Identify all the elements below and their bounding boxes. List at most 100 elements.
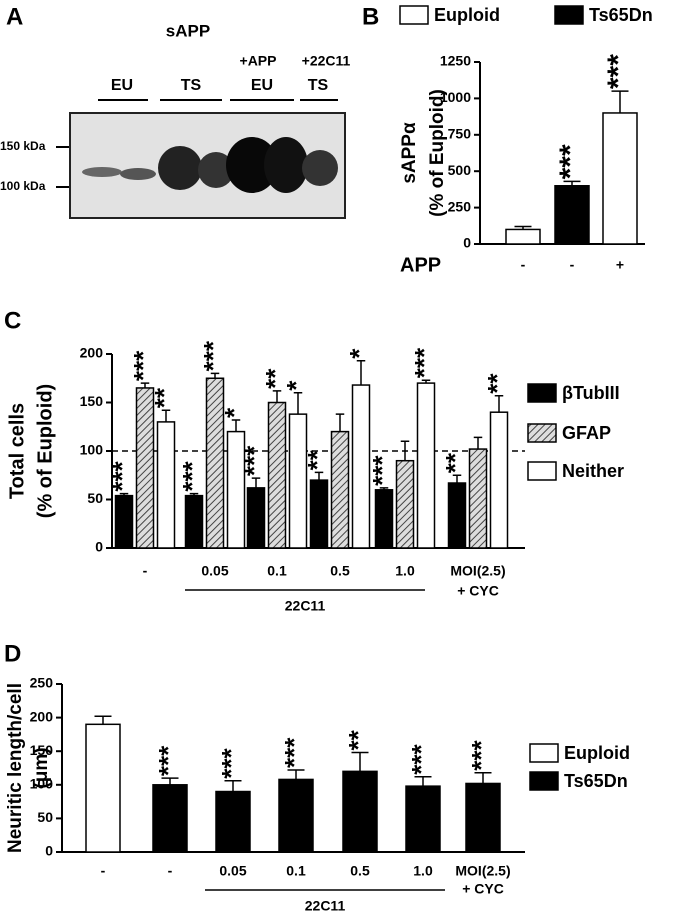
y-tick-label: 0 [463, 235, 471, 251]
bar [342, 770, 378, 853]
lane-label: EU [251, 77, 273, 94]
legend-swatch [529, 771, 559, 791]
x-tick-label: 1.0 [395, 563, 415, 579]
error-bar [414, 775, 432, 787]
legend-label: Euploid [564, 743, 630, 763]
y-tick-label: 500 [448, 162, 472, 178]
marker-label: 150 kDa [0, 139, 46, 153]
y-tick-label: 100 [30, 776, 54, 792]
chart-panel: B 0 250 500 750 1000 1250 sAPPα (% of Euploid) - -… [362, 3, 653, 276]
bar [374, 489, 394, 549]
y-axis-label: sAPPα [399, 122, 420, 184]
significance: *** [409, 347, 439, 378]
x-tick-label: MOI(2.5) [450, 563, 505, 579]
y-axis-label: (% of Euploid) [34, 384, 56, 518]
bar [267, 401, 287, 549]
x-tick-label: + [616, 257, 624, 273]
y-tick-label: 100 [80, 442, 104, 458]
significance: ** [302, 449, 332, 470]
legend-label: βTubIII [562, 383, 620, 403]
x-tick-label: 0.1 [267, 563, 287, 579]
error-bar [452, 474, 462, 484]
error-bar [189, 492, 199, 496]
error-bar [473, 436, 483, 450]
x-tick-label: 0.05 [201, 563, 228, 579]
significance: ** [343, 729, 373, 750]
x-tick-label: - [521, 257, 526, 273]
significance: *** [153, 745, 183, 776]
error-bar [563, 180, 581, 186]
bar [288, 413, 308, 549]
y-tick-label: 250 [448, 198, 472, 214]
bar [156, 421, 176, 549]
legend-swatch [527, 383, 557, 403]
bar [184, 494, 204, 549]
x-tick-label: MOI(2.5) [455, 863, 510, 879]
group-label: 22C11 [285, 598, 326, 614]
significance: *** [107, 460, 137, 491]
error-bar [287, 769, 305, 780]
y-tick-label: 150 [80, 393, 104, 409]
y-tick-label: 200 [30, 708, 54, 724]
bar [465, 782, 501, 853]
error-bar [161, 777, 179, 785]
significance: * [344, 348, 374, 359]
x-tick-label: 0.5 [330, 563, 350, 579]
significance: * [281, 380, 311, 391]
bar [416, 382, 436, 549]
x-tick-label: - [168, 863, 173, 879]
error-bar [161, 409, 171, 422]
bar [309, 479, 329, 549]
y-axis-label: (% of Euploid) [427, 89, 448, 217]
bar [505, 228, 541, 245]
y-tick-label: 150 [30, 742, 54, 758]
legend-swatch [527, 461, 557, 481]
error-bar [356, 360, 366, 386]
error-bar [224, 780, 242, 792]
x-tick-label: 0.1 [286, 863, 306, 879]
bar [489, 411, 509, 549]
y-tick-label: 1250 [440, 53, 471, 69]
error-bar [351, 751, 369, 772]
bar [395, 459, 415, 549]
bar [351, 384, 371, 549]
error-bar [611, 90, 629, 113]
bar [602, 112, 638, 245]
x-tick-label: - [101, 863, 106, 879]
error-bar [293, 392, 303, 415]
significance: ** [440, 452, 470, 473]
significance: ** [149, 387, 179, 408]
error-bar [421, 379, 431, 384]
blot-title: sAPP [166, 21, 210, 40]
x-axis-label: APP [400, 254, 441, 276]
error-bar [494, 394, 504, 413]
significance: * [219, 407, 249, 418]
significance: *** [406, 743, 436, 774]
error-bar [119, 492, 129, 496]
category-note: + CYC [457, 583, 499, 599]
bar [215, 790, 251, 853]
bar [114, 494, 134, 549]
bar [226, 430, 246, 549]
significance: *** [128, 350, 158, 381]
error-bar [251, 477, 261, 488]
bar [205, 377, 225, 549]
error-bar [514, 225, 532, 230]
bar [330, 430, 350, 549]
y-tick-label: 250 [30, 675, 54, 691]
y-tick-label: 750 [448, 126, 472, 142]
significance: *** [554, 144, 587, 179]
blot-image [69, 112, 346, 219]
panel-a: A sAPP +APP +22C11 EU TS EU TS 150 kDa 1… [0, 3, 351, 219]
y-tick-label: 200 [80, 345, 104, 361]
error-bar [210, 372, 220, 379]
panel-label: A [6, 3, 23, 30]
y-tick-label: 0 [45, 843, 53, 859]
y-tick-label: 50 [87, 490, 103, 506]
y-axis-label: (μm) [31, 747, 52, 788]
error-bar [335, 413, 345, 432]
category-note: + CYC [462, 881, 504, 897]
group-label: 22C11 [305, 898, 346, 913]
